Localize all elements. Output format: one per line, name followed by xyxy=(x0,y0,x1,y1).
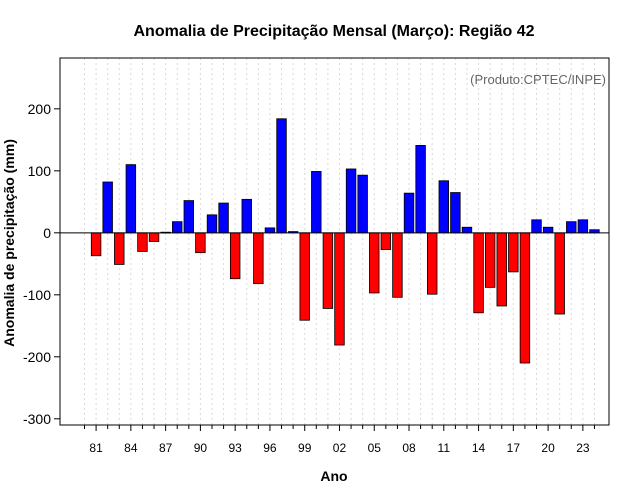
bar-97 xyxy=(276,118,287,234)
bar-05 xyxy=(369,232,380,294)
product-credit: (Produto:CPTEC/INPE) xyxy=(470,72,606,87)
bar-15 xyxy=(484,232,496,288)
x-tick-label: 14 xyxy=(472,441,486,455)
bar-13 xyxy=(461,226,473,234)
x-tick-label: 02 xyxy=(333,441,347,455)
bars xyxy=(90,118,600,364)
bar-94 xyxy=(241,198,252,234)
x-tick-label: 84 xyxy=(124,441,138,455)
bar-93 xyxy=(229,232,241,280)
y-axis: -300 -200 -100 0 100 200 xyxy=(23,101,60,427)
x-tick-label: 87 xyxy=(159,441,173,455)
bar-00 xyxy=(311,171,322,234)
bar-85 xyxy=(137,232,148,252)
bar-96 xyxy=(264,227,276,234)
bar-92 xyxy=(218,202,229,234)
bar-82 xyxy=(102,181,113,234)
x-tick-label: 11 xyxy=(438,441,451,455)
bar-11 xyxy=(438,180,449,234)
x-tick-label: 81 xyxy=(89,441,103,455)
bar-09 xyxy=(415,145,426,234)
chart-title: Anomalia de Precipitação Mensal (Março):… xyxy=(133,23,534,40)
bar-16 xyxy=(496,232,507,307)
bar-17 xyxy=(508,232,519,273)
bar-23 xyxy=(577,219,589,234)
y-tick-label: 0 xyxy=(43,225,51,241)
x-tick-label: 99 xyxy=(298,441,312,455)
y-tick-label: -200 xyxy=(23,349,51,365)
bar-14 xyxy=(473,232,484,314)
bar-02 xyxy=(334,232,345,346)
x-tick-label: 96 xyxy=(263,441,277,455)
y-tick-label: -300 xyxy=(23,411,51,427)
x-tick-label: 23 xyxy=(576,441,590,455)
bar-95 xyxy=(253,232,264,285)
bar-01 xyxy=(322,232,334,309)
bar-03 xyxy=(345,168,357,234)
x-axis: 81 84 87 90 93 96 99 02 05 08 11 14 17 20 23 xyxy=(84,425,595,455)
y-axis-label: Anomalia de precipitação (mm) xyxy=(1,139,17,347)
bar-04 xyxy=(357,174,368,234)
bar-22 xyxy=(566,221,577,234)
y-tick-label: -100 xyxy=(23,287,51,303)
bar-07 xyxy=(392,232,403,298)
bar-89 xyxy=(183,200,195,234)
bar-88 xyxy=(172,221,183,234)
x-tick-label: 17 xyxy=(507,441,521,455)
bar-19 xyxy=(531,219,542,234)
x-tick-label: 20 xyxy=(541,441,555,455)
bar-21 xyxy=(554,232,565,315)
bar-06 xyxy=(380,232,392,250)
bar-99 xyxy=(299,232,310,321)
grid-lines xyxy=(84,58,595,425)
x-tick-label: 93 xyxy=(228,441,242,455)
bar-90 xyxy=(195,232,206,254)
bar-86 xyxy=(148,232,160,242)
bar-81 xyxy=(90,232,102,257)
plot-frame xyxy=(59,57,610,426)
bar-18 xyxy=(519,232,531,364)
bar-08 xyxy=(403,192,415,234)
y-tick-label: 200 xyxy=(28,101,52,117)
x-tick-label: 08 xyxy=(402,441,416,455)
bar-91 xyxy=(206,214,218,234)
x-axis-label: Ano xyxy=(320,468,347,484)
bar-20 xyxy=(542,226,554,234)
bar-12 xyxy=(450,192,461,234)
bar-83 xyxy=(114,232,125,265)
bar-10 xyxy=(426,232,438,295)
bar-84 xyxy=(125,164,137,234)
x-tick-label: 90 xyxy=(194,441,208,455)
x-tick-label: 05 xyxy=(368,441,382,455)
y-tick-label: 100 xyxy=(28,163,52,179)
